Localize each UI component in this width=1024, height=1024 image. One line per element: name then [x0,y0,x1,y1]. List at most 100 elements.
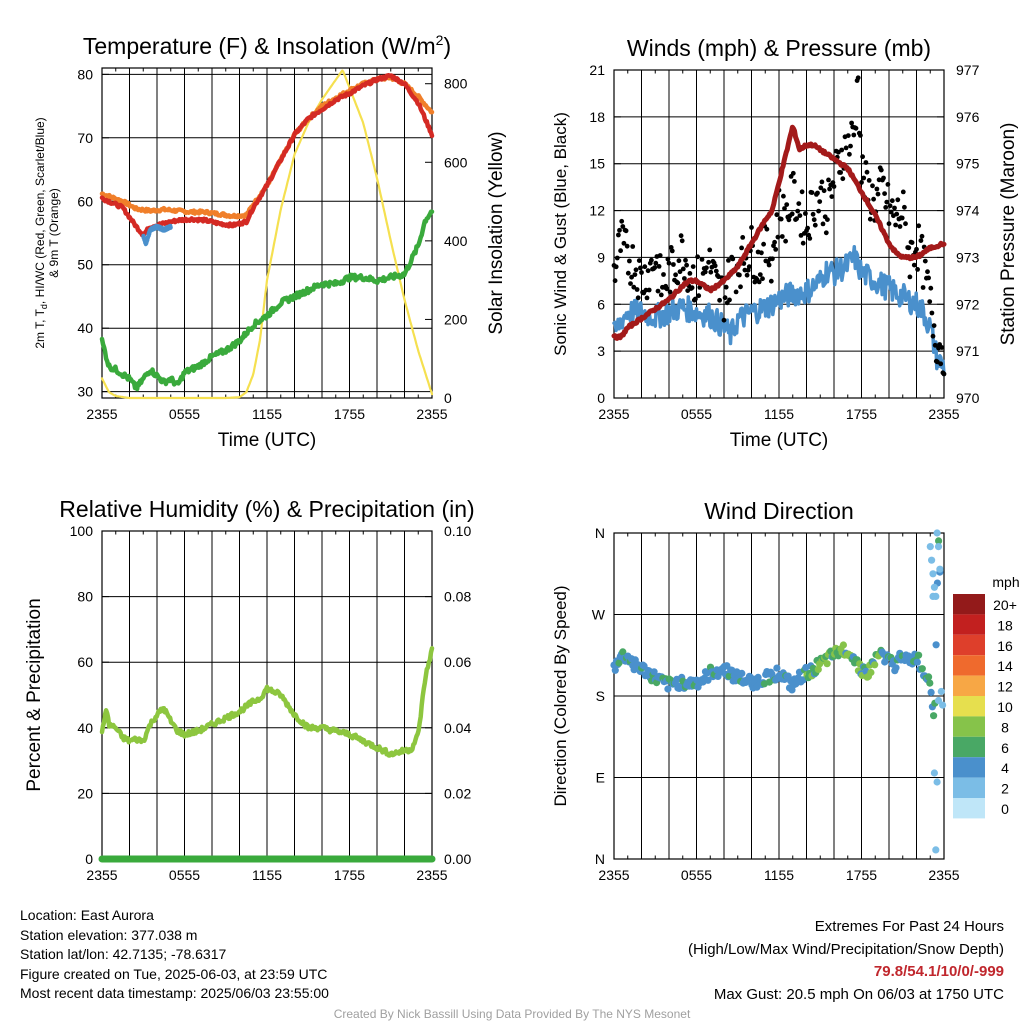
direction-x-tick-label: 2355 [928,867,959,883]
gust-point [636,258,642,263]
gust-point [684,262,689,268]
legend-swatch [953,655,985,676]
gust-point [882,191,887,197]
direction-point [650,668,658,676]
legend-label: 14 [997,658,1013,674]
gust-point [892,205,897,211]
gust-point [815,190,820,196]
direction-point [892,664,900,672]
temperature-y2-label: Solar Insolation (Yellow) [486,131,507,334]
gust-point [673,272,678,278]
direction-point [913,658,921,666]
extremes-subtitle: (High/Low/Max Wind/Precipitation/Snow De… [688,940,1004,958]
legend-swatch [953,675,985,696]
humidity-y2-tick-label: 0.04 [444,720,471,736]
gust-point [906,245,912,251]
direction-point [871,661,879,669]
gust-point [820,221,826,227]
gust-point [679,238,685,244]
gust-point [781,193,786,199]
dewpoint-line [99,209,435,392]
gust-point [613,264,619,270]
windchill-line [141,223,173,247]
humidity-y-tick-label: 80 [77,589,93,605]
gust-point [761,241,766,247]
gust-point [867,216,873,222]
gust-point [848,143,853,149]
gust-point [759,250,764,256]
direction-point [867,668,875,677]
gust-point [915,267,920,272]
temperature-x-tick-label: 1755 [334,406,365,422]
legend-swatch [953,696,985,717]
gust-point [782,206,787,211]
gust-point [899,215,905,221]
winds-y-tick-label: 9 [597,249,605,265]
gust-point [847,151,852,157]
gust-point [625,270,631,276]
temperature-y2-tick-label: 400 [444,233,468,249]
gust-point [816,208,821,214]
gust-point [712,263,718,269]
gust-point [874,186,880,192]
gust-point [863,160,869,165]
direction-point [611,666,619,674]
gust-point [778,216,784,222]
gust-point [653,260,659,266]
gust-point [843,145,849,151]
gust-point [695,254,700,260]
gust-point [861,175,867,181]
gust-point [775,234,781,240]
gust-point [628,281,633,286]
gust-point [853,125,859,131]
legend-swatch [953,614,985,635]
direction-y-tick-label: E [596,770,605,786]
humidity-y-tick-label: 0 [85,851,93,867]
gust-point [713,268,719,274]
temperature-y2-tick-label: 200 [444,311,468,327]
temperature-y-tick-label: 60 [77,193,93,209]
created-text: Figure created on Tue, 2025-06-03, at 23… [20,965,328,982]
direction-point [930,769,939,777]
gust-point [881,175,886,181]
humidity-title: Relative Humidity (%) & Precipitation (i… [59,496,474,522]
gust-point [746,264,752,270]
direction-point [928,556,936,564]
gust-point [807,236,813,241]
gust-point [680,266,686,272]
gust-point [733,289,739,295]
direction-point [754,673,762,682]
gust-point [689,285,695,291]
legend-swatch [953,716,985,737]
gust-point [633,267,639,273]
direction-point [933,529,941,537]
gust-point [617,227,622,233]
gust-point [632,272,638,277]
gust-point [786,217,792,223]
gust-point [889,198,895,204]
gust-point [658,292,664,298]
gust-point [849,120,854,126]
gust-point [645,268,651,274]
gust-point [866,178,872,183]
winds-title: Winds (mph) & Pressure (mb) [627,35,931,61]
gust-point [667,289,673,295]
gust-point [851,132,857,138]
legend-label: 6 [1001,740,1009,756]
station-info: Location: East Aurora Station elevation:… [20,906,329,1004]
winds-y2-tick-label: 974 [956,203,980,219]
gust-point [665,256,671,262]
gust-point [726,258,731,263]
gust-point [799,189,805,195]
direction-point [664,685,672,693]
gust-point [919,233,925,239]
legend-swatch [953,634,985,656]
gust-point [911,262,917,268]
gust-point [810,211,816,217]
gust-point [614,255,620,261]
gust-point [792,179,797,184]
winds-y2-label: Station Pressure (Maroon) [998,123,1019,346]
gust-point [931,323,937,328]
winds-y-tick-label: 0 [597,390,605,406]
